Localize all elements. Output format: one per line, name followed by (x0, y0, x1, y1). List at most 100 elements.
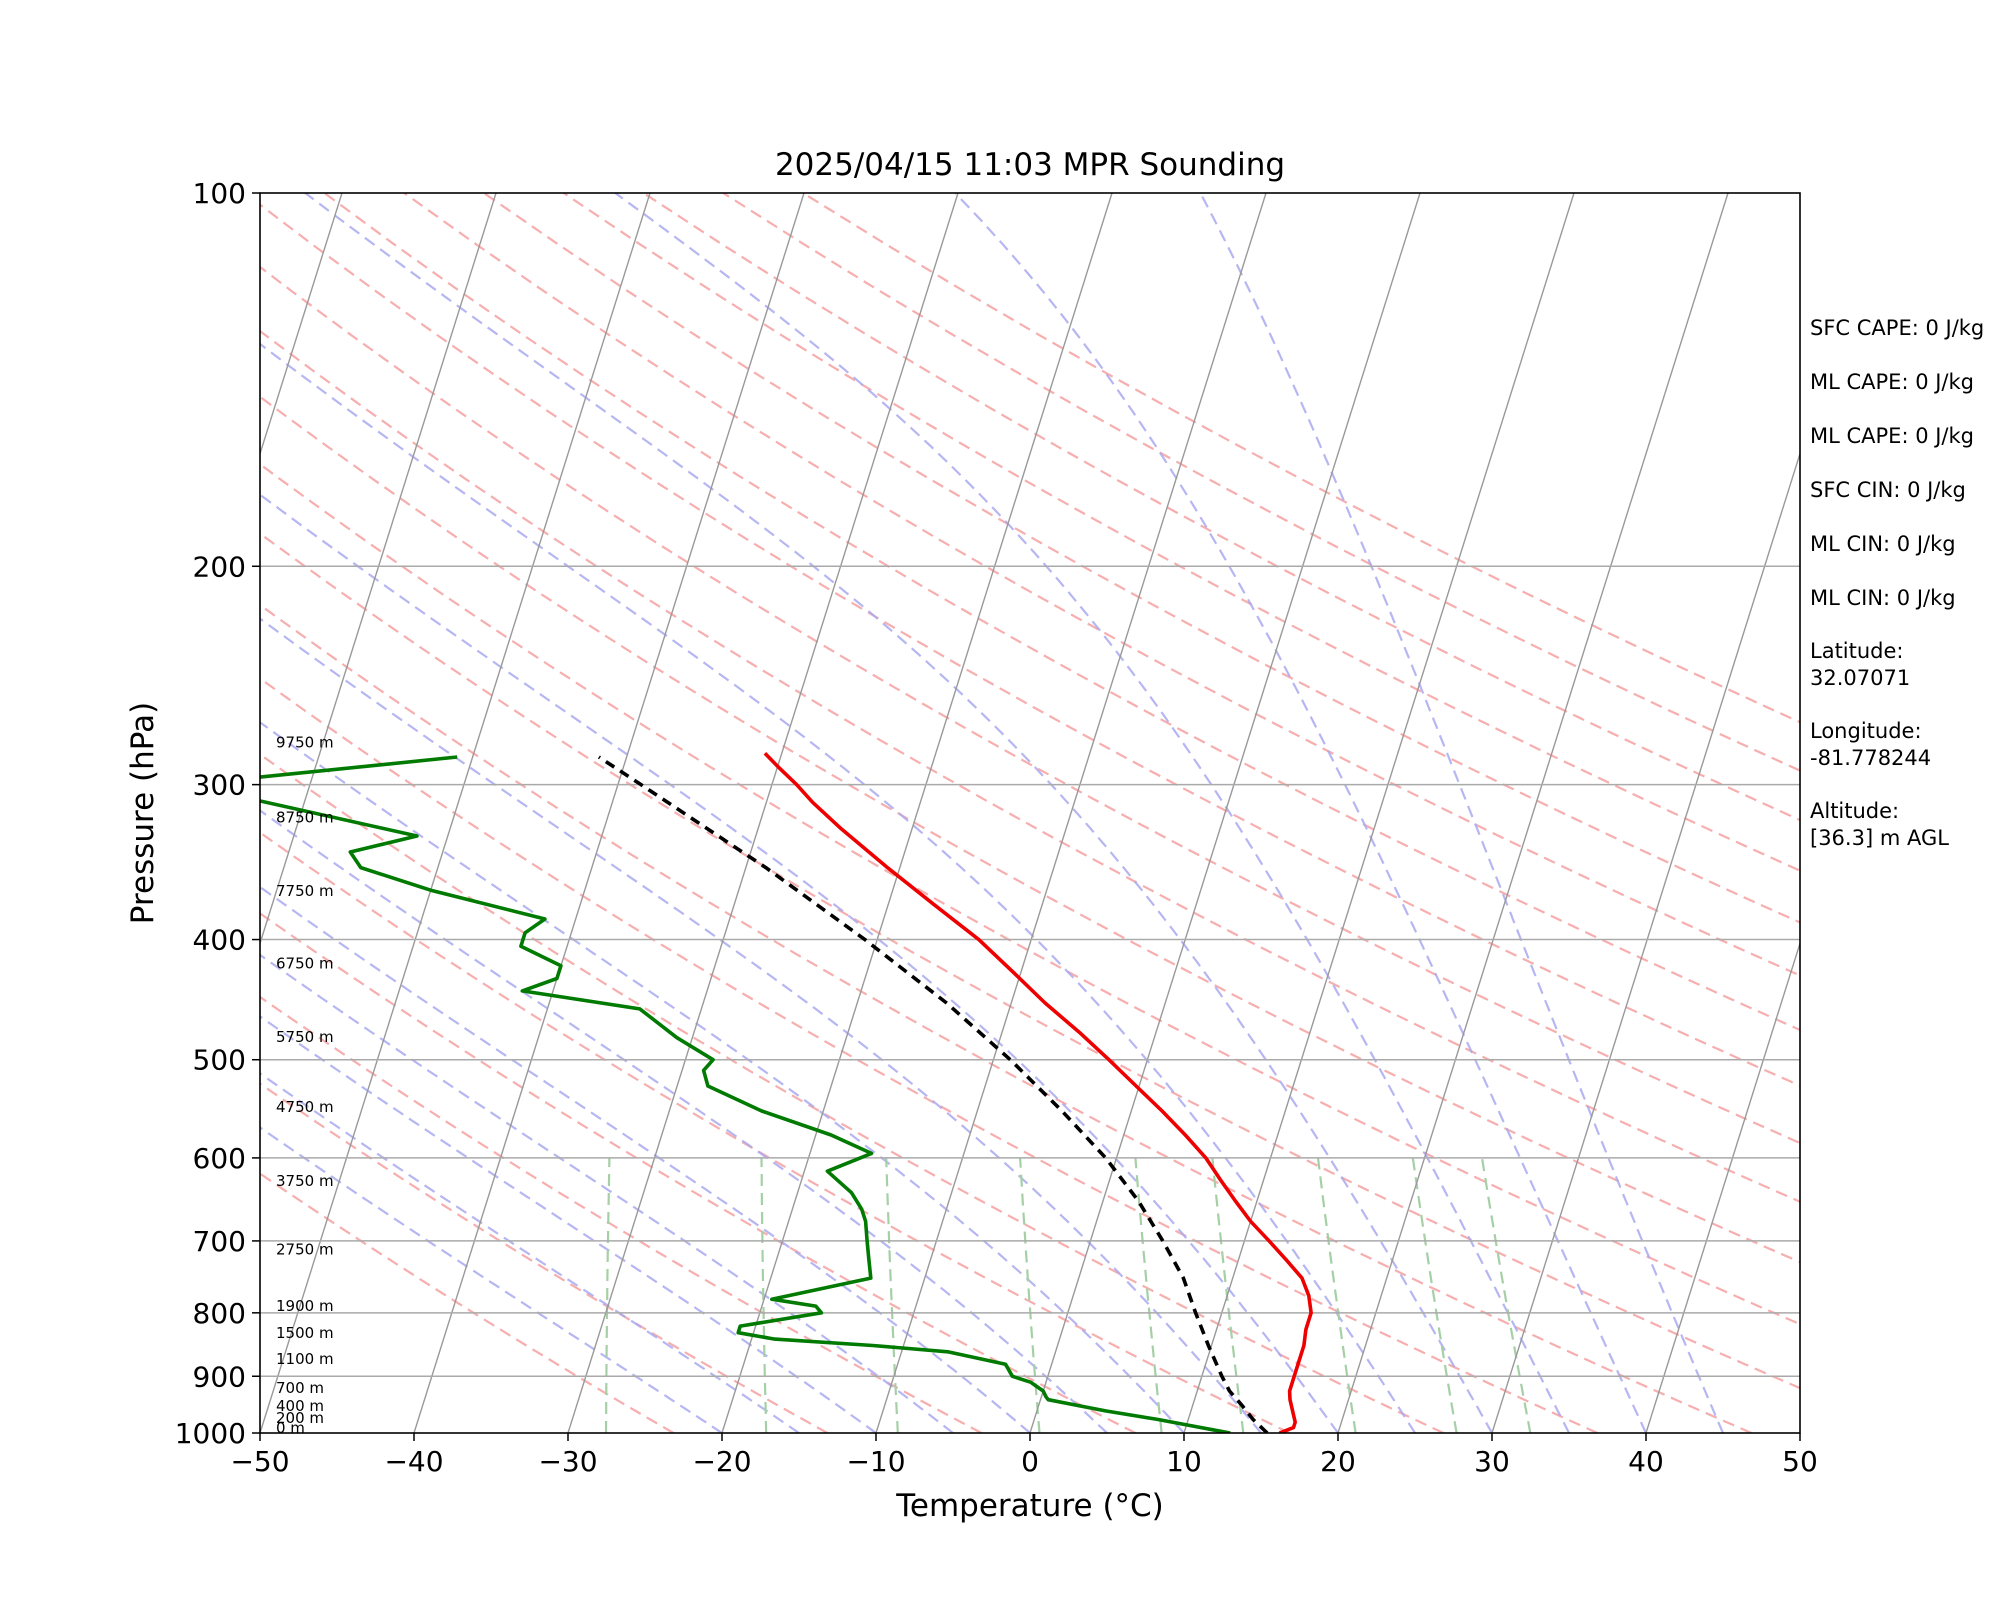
height-label: 3750 m (276, 1172, 334, 1190)
isotherm-line (721, 193, 1113, 1433)
x-tick-label: 10 (1166, 1445, 1202, 1478)
info-line: ML CIN: 0 J/kg (1810, 532, 1956, 556)
x-tick-label: 30 (1474, 1445, 1510, 1478)
chart-title: 2025/04/15 11:03 MPR Sounding (775, 147, 1285, 183)
sounding-info-panel: SFC CAPE: 0 J/kg ML CAPE: 0 J/kg ML CAPE: … (1810, 316, 1984, 850)
x-axis-ticks: −50 −40 −30 −20 −10 0 10 20 30 40 50 (230, 1433, 1818, 1478)
x-tick-label: 50 (1782, 1445, 1818, 1478)
moist-adiabat-line (260, 493, 1339, 1433)
mixing-ratio-line (1019, 1157, 1041, 1433)
dry-adiabat-line (722, 193, 1800, 772)
height-label: 1100 m (276, 1350, 334, 1368)
height-label: 7750 m (276, 882, 334, 900)
dry-adiabat-line (802, 193, 1800, 724)
temperature-trace (763, 751, 1313, 1433)
x-tick-label: 0 (1021, 1445, 1039, 1478)
y-tick-label: 900 (193, 1360, 246, 1393)
isotherm-line (567, 193, 959, 1433)
isotherm-line (413, 193, 805, 1433)
isotherm-line (260, 193, 343, 457)
isotherm-line (260, 193, 651, 1433)
dry-adiabat-line (260, 912, 1136, 1433)
height-label: 9750 m (276, 733, 334, 751)
mixing-ratio-line (1134, 1157, 1163, 1433)
x-tick-label: 40 (1628, 1445, 1664, 1478)
dry-adiabat-line (323, 193, 1800, 1032)
y-tick-label: 300 (193, 769, 246, 802)
info-line: -81.778244 (1810, 746, 1931, 770)
info-line: 32.07071 (1810, 666, 1910, 690)
info-line: [36.3] m AGL (1810, 826, 1949, 850)
dry-adiabat-line (260, 329, 1800, 1203)
height-label: 4750 m (276, 1098, 334, 1116)
isotherm-line (1029, 193, 1421, 1433)
moist-adiabat-line (954, 193, 1647, 1433)
height-label: 6750 m (276, 954, 334, 972)
sounding-traces (260, 751, 1313, 1433)
moist-adiabat-line (614, 193, 1570, 1433)
dry-adiabat-line (260, 395, 1800, 1264)
isotherm-line (875, 193, 1267, 1433)
info-line: Altitude: (1810, 799, 1899, 823)
info-line: SFC CAPE: 0 J/kg (1810, 316, 1984, 340)
y-axis-ticks: 1000 900 800 700 600 500 400 300 200 100 (175, 177, 260, 1450)
height-label: 8750 m (276, 809, 334, 827)
y-tick-label: 700 (193, 1225, 246, 1258)
y-tick-label: 1000 (175, 1417, 246, 1450)
x-tick-label: −50 (230, 1445, 289, 1478)
dry-adiabat-line (260, 1082, 829, 1433)
moist-adiabat-line (260, 720, 1185, 1433)
dry-adiabat-line (260, 532, 1800, 1390)
parcel-path-trace (597, 755, 1269, 1433)
moist-adiabat-line (1199, 193, 1725, 1433)
y-tick-label: 500 (193, 1044, 246, 1077)
background-lines (0, 193, 1800, 1433)
info-line: ML CIN: 0 J/kg (1810, 586, 1956, 610)
dry-adiabat-line (260, 1172, 675, 1433)
height-label: 400 m (276, 1397, 324, 1415)
isotherm-line (1645, 941, 1800, 1433)
height-label: 2750 m (276, 1241, 334, 1259)
dewpoint-trace (260, 755, 1231, 1433)
moist-adiabat-line (260, 1072, 800, 1433)
mixing-ratio-line (885, 1157, 899, 1433)
moist-adiabat-line (260, 1126, 723, 1433)
isotherm-line (260, 193, 497, 946)
y-tick-label: 100 (193, 177, 246, 210)
mixing-ratio-line (1316, 1157, 1357, 1433)
moist-adiabat-line (260, 885, 1031, 1433)
info-line: ML CAPE: 0 J/kg (1810, 370, 1974, 394)
x-tick-label: −20 (692, 1445, 751, 1478)
y-tick-label: 400 (193, 924, 246, 957)
x-tick-label: −40 (384, 1445, 443, 1478)
height-label: 1900 m (276, 1297, 334, 1315)
x-tick-label: −30 (538, 1445, 597, 1478)
x-tick-label: −10 (846, 1445, 905, 1478)
isobar-grid (260, 565, 1800, 1378)
height-label: 5750 m (276, 1028, 334, 1046)
moist-adiabat-line (260, 809, 1108, 1433)
info-line: Longitude: (1810, 719, 1922, 743)
info-line: ML CAPE: 0 J/kg (1810, 424, 1974, 448)
isotherm-line (1183, 193, 1575, 1433)
x-tick-label: 20 (1320, 1445, 1356, 1478)
height-label: 700 m (276, 1379, 324, 1397)
isotherm-line (0, 193, 34, 1433)
dry-adiabat-line (260, 677, 1598, 1433)
x-axis-label: Temperature (°C) (895, 1488, 1164, 1524)
dry-adiabat-line (563, 193, 1800, 872)
dry-adiabat-line (403, 193, 1800, 977)
dry-adiabat-line (260, 995, 983, 1433)
height-label: 1500 m (276, 1324, 334, 1342)
height-label: 200 m (276, 1409, 324, 1427)
dry-adiabat-line (260, 831, 1290, 1433)
dry-adiabat-line (260, 265, 1800, 1145)
moist-adiabat-line (260, 342, 1416, 1433)
dry-adiabat-line (260, 462, 1800, 1326)
dry-adiabat-line (642, 193, 1800, 822)
dry-adiabat-line (260, 603, 1752, 1433)
y-axis-label: Pressure (hPa) (125, 702, 161, 924)
y-tick-label: 600 (193, 1142, 246, 1175)
